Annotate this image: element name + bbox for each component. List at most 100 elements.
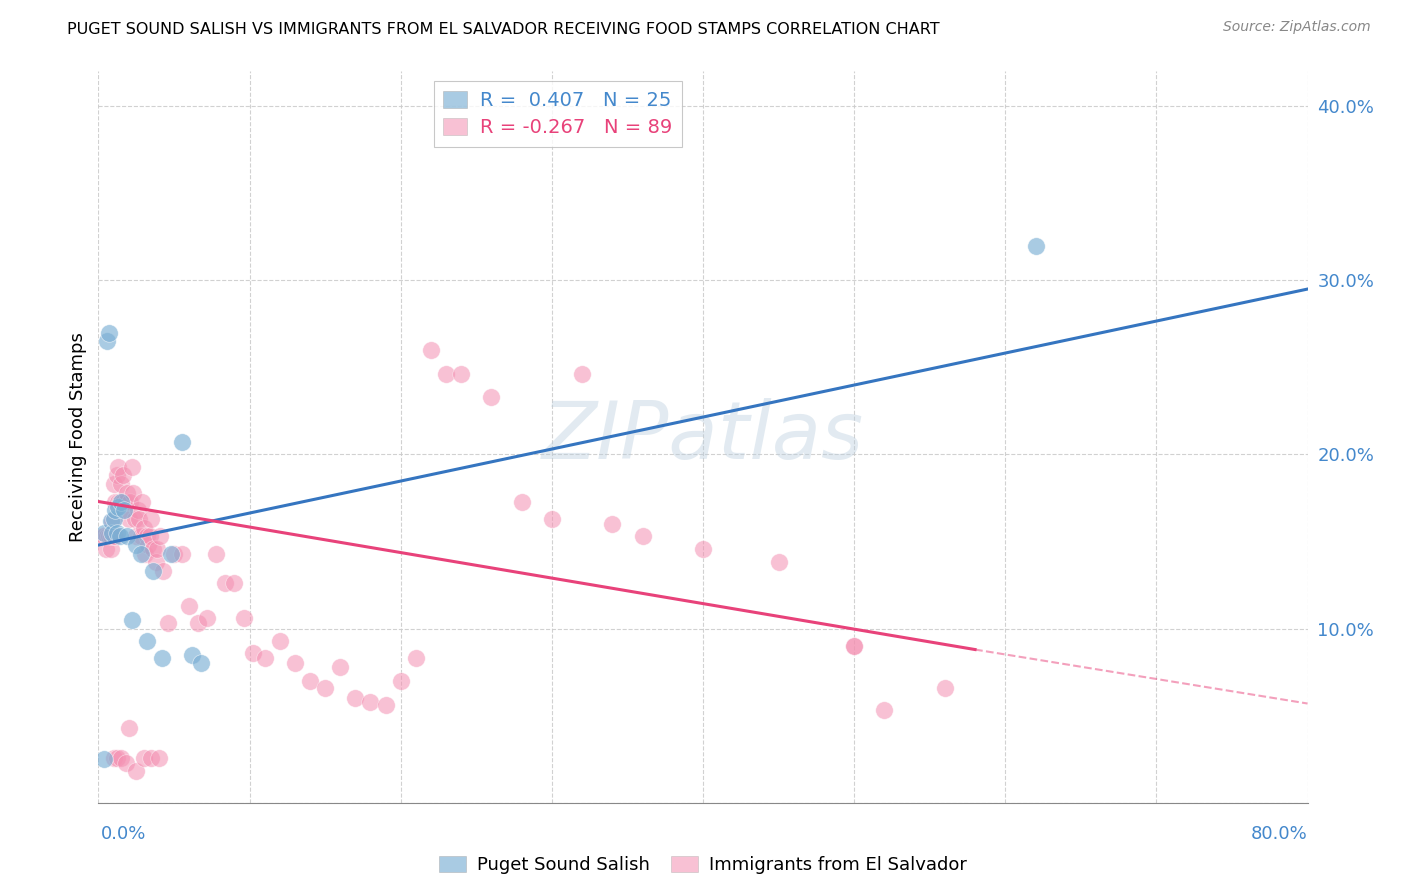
- Point: [450, 368, 472, 382]
- Point: [344, 691, 367, 706]
- Point: [128, 512, 150, 526]
- Point: [242, 646, 264, 660]
- Text: ZIPatlas: ZIPatlas: [541, 398, 865, 476]
- Point: [122, 485, 145, 500]
- Point: [98, 326, 121, 340]
- Point: [163, 547, 186, 561]
- Point: [129, 529, 152, 543]
- Point: [299, 673, 322, 688]
- Point: [120, 494, 142, 508]
- Point: [114, 756, 136, 770]
- Point: [96, 334, 118, 349]
- Point: [121, 459, 143, 474]
- Point: [419, 343, 441, 357]
- Point: [121, 613, 143, 627]
- Point: [110, 494, 132, 508]
- Point: [195, 611, 218, 625]
- Point: [112, 503, 135, 517]
- Point: [104, 503, 127, 517]
- Point: [284, 657, 307, 671]
- Point: [150, 651, 173, 665]
- Point: [108, 529, 131, 543]
- Point: [124, 512, 146, 526]
- Point: [149, 529, 172, 543]
- Point: [481, 390, 503, 404]
- Point: [104, 494, 127, 508]
- Point: [98, 529, 121, 543]
- Point: [127, 503, 149, 517]
- Point: [844, 639, 866, 653]
- Point: [135, 633, 157, 648]
- Point: [152, 564, 174, 578]
- Point: [142, 541, 165, 556]
- Point: [187, 616, 209, 631]
- Point: [844, 639, 866, 653]
- Point: [571, 368, 593, 382]
- Point: [224, 576, 246, 591]
- Point: [107, 494, 129, 508]
- Point: [100, 529, 122, 543]
- Legend: Puget Sound Salish, Immigrants from El Salvador: Puget Sound Salish, Immigrants from El S…: [432, 849, 974, 881]
- Point: [131, 494, 153, 508]
- Y-axis label: Receiving Food Stamps: Receiving Food Stamps: [69, 332, 87, 542]
- Point: [112, 503, 135, 517]
- Point: [103, 477, 125, 491]
- Point: [125, 764, 148, 779]
- Point: [111, 494, 134, 508]
- Point: [181, 648, 204, 662]
- Text: 80.0%: 80.0%: [1251, 825, 1308, 843]
- Point: [768, 556, 790, 570]
- Point: [540, 512, 562, 526]
- Point: [146, 541, 169, 556]
- Point: [434, 368, 457, 382]
- Point: [139, 529, 162, 543]
- Point: [148, 750, 170, 764]
- Point: [93, 525, 115, 540]
- Point: [103, 529, 125, 543]
- Point: [269, 633, 291, 648]
- Point: [105, 525, 128, 540]
- Point: [602, 517, 624, 532]
- Point: [142, 564, 165, 578]
- Point: [115, 529, 138, 543]
- Point: [132, 750, 155, 764]
- Point: [132, 521, 155, 535]
- Text: PUGET SOUND SALISH VS IMMIGRANTS FROM EL SALVADOR RECEIVING FOOD STAMPS CORRELAT: PUGET SOUND SALISH VS IMMIGRANTS FROM EL…: [67, 22, 941, 37]
- Point: [360, 695, 382, 709]
- Point: [104, 529, 127, 543]
- Point: [101, 514, 124, 528]
- Point: [108, 494, 131, 508]
- Point: [692, 541, 714, 556]
- Point: [118, 721, 141, 735]
- Point: [93, 752, 115, 766]
- Point: [389, 673, 412, 688]
- Point: [873, 704, 896, 718]
- Point: [93, 529, 115, 543]
- Point: [125, 529, 148, 543]
- Point: [314, 681, 336, 695]
- Point: [135, 529, 157, 543]
- Point: [205, 547, 228, 561]
- Point: [374, 698, 396, 713]
- Point: [177, 599, 201, 613]
- Point: [190, 657, 212, 671]
- Text: 0.0%: 0.0%: [101, 825, 146, 843]
- Point: [156, 616, 179, 631]
- Point: [111, 468, 134, 483]
- Point: [110, 477, 132, 491]
- Point: [253, 651, 276, 665]
- Point: [232, 611, 254, 625]
- Point: [510, 494, 533, 508]
- Point: [170, 547, 193, 561]
- Point: [170, 435, 193, 450]
- Point: [141, 750, 163, 764]
- Point: [214, 576, 236, 591]
- Point: [100, 514, 122, 528]
- Point: [118, 512, 141, 526]
- Point: [631, 529, 654, 543]
- Point: [107, 459, 129, 474]
- Point: [329, 660, 352, 674]
- Point: [105, 750, 128, 764]
- Point: [934, 681, 956, 695]
- Point: [136, 538, 159, 552]
